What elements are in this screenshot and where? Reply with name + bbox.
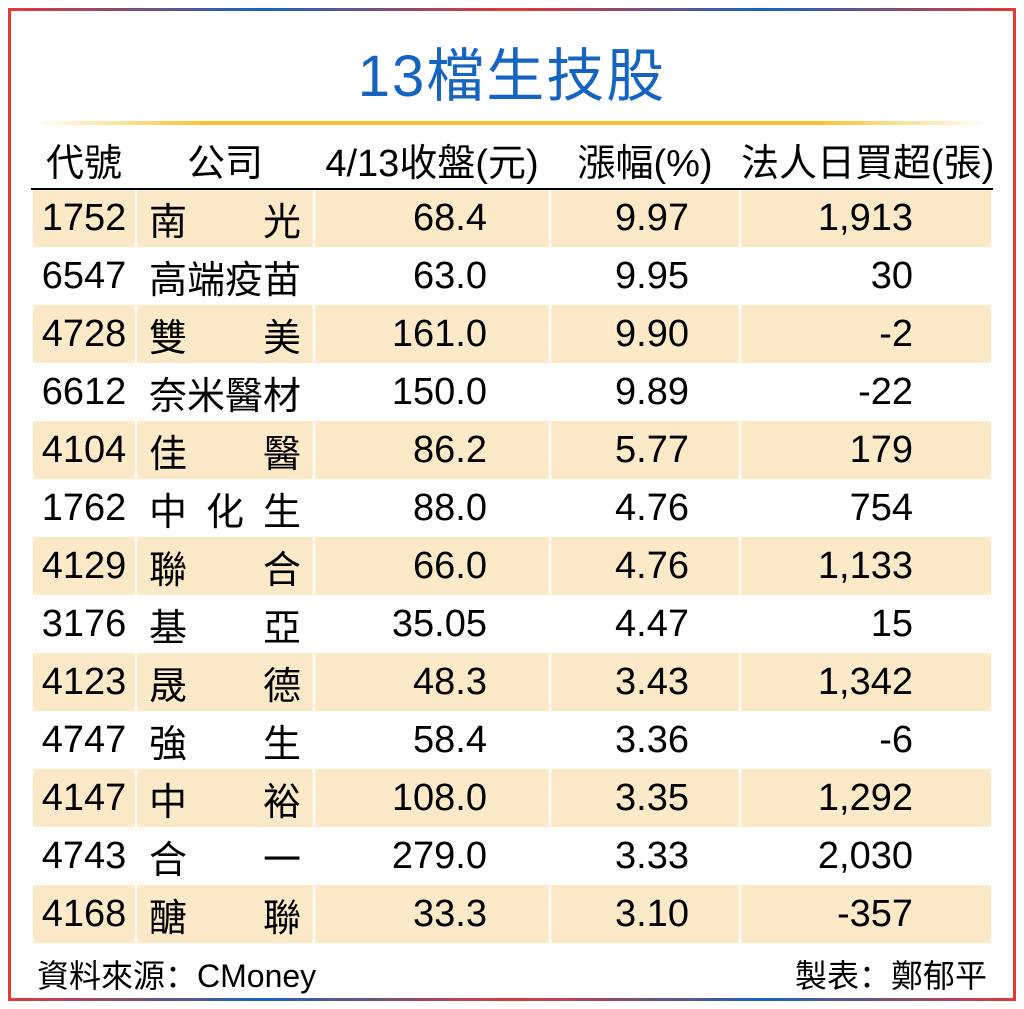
- gold-divider: [35, 121, 989, 125]
- cell-price: 161.0: [314, 305, 550, 363]
- cell-change: 9.95: [550, 247, 740, 305]
- cell-vol: -6: [740, 711, 992, 769]
- cell-price: 88.0: [314, 479, 550, 537]
- cell-name: 醣聯: [136, 885, 314, 943]
- cell-name: 基亞: [136, 595, 314, 653]
- cell-name: 合一: [136, 827, 314, 885]
- cell-vol: 2,030: [740, 827, 992, 885]
- cell-price: 86.2: [314, 421, 550, 479]
- table-row: 1762中化生88.04.76754: [32, 479, 992, 537]
- cell-price: 108.0: [314, 769, 550, 827]
- cell-change: 3.33: [550, 827, 740, 885]
- cell-code: 6612: [32, 363, 136, 421]
- table-row: 6612奈米醫材150.09.89-22: [32, 363, 992, 421]
- cell-vol: 30: [740, 247, 992, 305]
- cell-code: 4104: [32, 421, 136, 479]
- outer-border: 13檔生技股 代號 公司 4/13收盤(元) 漲幅(%) 法人日買超(張) 17…: [8, 8, 1016, 1001]
- cell-change: 3.43: [550, 653, 740, 711]
- cell-vol: 1,913: [740, 189, 992, 247]
- table-row: 4123晟德48.33.431,342: [32, 653, 992, 711]
- col-header-vol: 法人日買超(張): [740, 131, 992, 189]
- cell-change: 4.76: [550, 537, 740, 595]
- col-header-code: 代號: [32, 131, 136, 189]
- cell-name: 南光: [136, 189, 314, 247]
- table-row: 4728雙美161.09.90-2: [32, 305, 992, 363]
- cell-vol: 1,133: [740, 537, 992, 595]
- footer-author: 製表：鄭郁平: [795, 951, 987, 997]
- table-row: 4743合一279.03.332,030: [32, 827, 992, 885]
- cell-change: 9.89: [550, 363, 740, 421]
- cell-name: 強生: [136, 711, 314, 769]
- stock-table: 代號 公司 4/13收盤(元) 漲幅(%) 法人日買超(張) 1752南光68.…: [31, 131, 993, 943]
- cell-vol: -22: [740, 363, 992, 421]
- cell-price: 68.4: [314, 189, 550, 247]
- col-header-change: 漲幅(%): [550, 131, 740, 189]
- cell-change: 4.47: [550, 595, 740, 653]
- cell-code: 4129: [32, 537, 136, 595]
- table-row: 6547高端疫苗63.09.9530: [32, 247, 992, 305]
- table-row: 3176基亞35.054.4715: [32, 595, 992, 653]
- table-row: 1752南光68.49.971,913: [32, 189, 992, 247]
- cell-price: 33.3: [314, 885, 550, 943]
- cell-name: 聯合: [136, 537, 314, 595]
- cell-price: 279.0: [314, 827, 550, 885]
- table-body: 1752南光68.49.971,9136547高端疫苗63.09.9530472…: [32, 189, 992, 943]
- cell-vol: 1,342: [740, 653, 992, 711]
- cell-code: 4728: [32, 305, 136, 363]
- cell-price: 63.0: [314, 247, 550, 305]
- footer: 資料來源：CMoney 製表：鄭郁平: [17, 943, 1007, 997]
- cell-name: 雙美: [136, 305, 314, 363]
- cell-price: 35.05: [314, 595, 550, 653]
- inner-panel: 13檔生技股 代號 公司 4/13收盤(元) 漲幅(%) 法人日買超(張) 17…: [17, 17, 1007, 992]
- cell-change: 3.36: [550, 711, 740, 769]
- cell-name: 高端疫苗: [136, 247, 314, 305]
- cell-price: 150.0: [314, 363, 550, 421]
- cell-vol: 754: [740, 479, 992, 537]
- cell-price: 58.4: [314, 711, 550, 769]
- cell-vol: 179: [740, 421, 992, 479]
- cell-change: 4.76: [550, 479, 740, 537]
- cell-name: 中裕: [136, 769, 314, 827]
- cell-change: 9.97: [550, 189, 740, 247]
- cell-price: 48.3: [314, 653, 550, 711]
- cell-name: 中化生: [136, 479, 314, 537]
- cell-code: 4147: [32, 769, 136, 827]
- cell-code: 1762: [32, 479, 136, 537]
- cell-price: 66.0: [314, 537, 550, 595]
- cell-code: 4747: [32, 711, 136, 769]
- cell-vol: 1,292: [740, 769, 992, 827]
- table-row: 4747強生58.43.36-6: [32, 711, 992, 769]
- cell-name: 奈米醫材: [136, 363, 314, 421]
- table-row: 4168醣聯33.33.10-357: [32, 885, 992, 943]
- cell-vol: -2: [740, 305, 992, 363]
- cell-change: 3.10: [550, 885, 740, 943]
- table-row: 4147中裕108.03.351,292: [32, 769, 992, 827]
- cell-vol: -357: [740, 885, 992, 943]
- cell-change: 9.90: [550, 305, 740, 363]
- col-header-name: 公司: [136, 131, 314, 189]
- cell-code: 4168: [32, 885, 136, 943]
- table-header-row: 代號 公司 4/13收盤(元) 漲幅(%) 法人日買超(張): [32, 131, 992, 189]
- cell-vol: 15: [740, 595, 992, 653]
- cell-code: 4743: [32, 827, 136, 885]
- cell-code: 4123: [32, 653, 136, 711]
- table-row: 4129聯合66.04.761,133: [32, 537, 992, 595]
- cell-change: 5.77: [550, 421, 740, 479]
- col-header-price: 4/13收盤(元): [314, 131, 550, 189]
- cell-name: 晟德: [136, 653, 314, 711]
- footer-source: 資料來源：CMoney: [37, 951, 316, 997]
- table-row: 4104佳醫86.25.77179: [32, 421, 992, 479]
- cell-code: 6547: [32, 247, 136, 305]
- cell-name: 佳醫: [136, 421, 314, 479]
- cell-code: 1752: [32, 189, 136, 247]
- page-title: 13檔生技股: [17, 17, 1007, 121]
- cell-code: 3176: [32, 595, 136, 653]
- cell-change: 3.35: [550, 769, 740, 827]
